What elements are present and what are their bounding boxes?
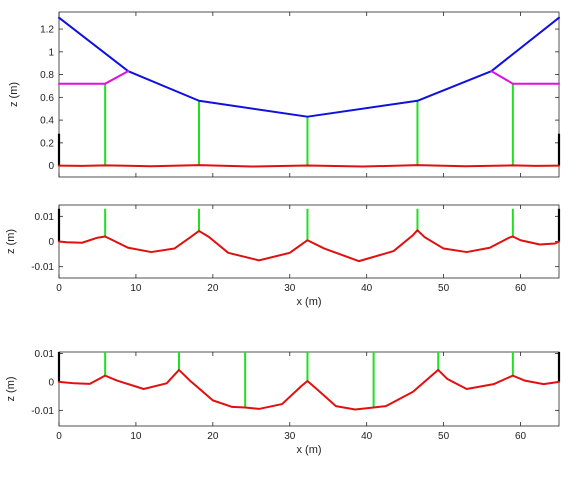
x-tick-label: 0 [56,431,62,442]
panel-top: 0 0.2 0.4 0.6 0.8 1 1.2 z (m) [8,11,561,178]
y-tick-label: 0 [48,377,54,388]
y-tick-label: 0 [48,237,54,248]
x-axis-label: x (m) [296,444,321,456]
series-deck [58,164,560,168]
y-axis-label: z (m) [5,376,17,401]
x-tick-label: 10 [130,283,142,294]
y-tick-label: 0 [48,161,54,172]
x-tick-label: 0 [56,283,62,294]
y-tick-label: 1 [48,47,54,58]
y-tick-label: 0.8 [40,70,54,81]
y-tick-label: -0.01 [31,406,54,417]
y-tick-label: 0.4 [40,116,54,127]
x-tick-label: 40 [361,283,373,294]
y-axis-label: z (m) [8,82,20,107]
axes-box [58,351,560,427]
x-tick-label: 30 [284,283,296,294]
series-backstay-left [58,70,130,85]
y-tick-label: 0.6 [40,93,54,104]
y-tick-label: 1.2 [40,25,54,36]
series-backstay-right [490,70,560,85]
x-tick-label: 40 [361,431,373,442]
x-tick-label: 10 [130,431,142,442]
x-tick-label: 50 [438,283,450,294]
y-tick-label: 0.2 [40,138,54,149]
axes-box [58,11,560,178]
x-tick-label: 60 [515,283,527,294]
y-tick-label: -0.01 [31,262,54,273]
x-axis-label: x (m) [296,296,321,308]
y-axis-label: z (m) [5,229,17,254]
x-tick-label: 50 [438,431,450,442]
x-tick-label: 30 [284,431,296,442]
x-tick-label: 20 [207,283,219,294]
series-deck [58,368,560,411]
y-tick-label: 0.01 [35,212,55,223]
series-deck [58,229,560,263]
panel-bottom: 0 10 20 30 40 50 60 -0.01 0 0.01 z (m) x (m) [5,349,561,456]
series-main-cable [58,16,560,118]
y-tick-label: 0.01 [35,349,55,360]
x-tick-label: 20 [207,431,219,442]
x-tick-label: 60 [515,431,527,442]
